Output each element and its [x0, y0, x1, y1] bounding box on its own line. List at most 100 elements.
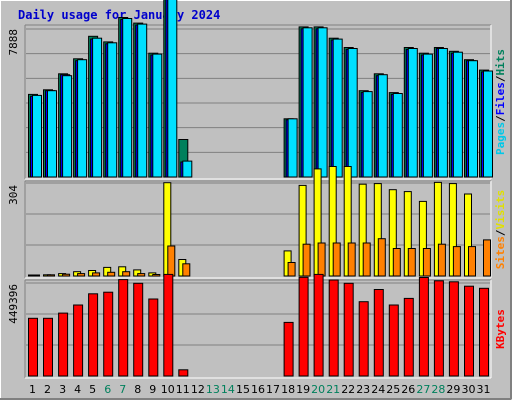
legend-kbytes: KBytes: [494, 309, 507, 349]
bar-sites-day-29: [452, 246, 461, 277]
panel-mid: 304 Sites/Visits: [7, 166, 507, 279]
x-tick-label: 4: [74, 383, 81, 396]
bar-kbytes-day-4: [73, 304, 84, 377]
bar-sites-day-27: [422, 248, 431, 277]
x-tick-label: 19: [296, 383, 310, 396]
bar-kbytes-day-28: [433, 280, 444, 377]
bar-pages-day-4: [77, 59, 88, 178]
bar-pages-day-23: [362, 91, 373, 178]
x-tick-label: 6: [104, 383, 111, 396]
bar-pages-day-10: [167, 0, 178, 178]
bar-kbytes-day-18: [283, 321, 294, 377]
bar-sites-day-25: [392, 248, 401, 277]
bar-kbytes-day-20: [313, 273, 324, 377]
bar-kbytes-day-21: [328, 279, 339, 377]
bar-pages-day-31: [483, 70, 493, 178]
bar-sites-day-30: [468, 246, 476, 277]
panel-legend: Sites/Visits: [494, 190, 507, 270]
x-tick-label: 29: [446, 383, 460, 396]
x-tick-label: 7: [119, 383, 126, 396]
legend-hits: Hits: [494, 49, 507, 76]
legend-separator: /: [494, 75, 507, 82]
y-axis-max-label: 7888: [7, 29, 20, 56]
legend-separator: /: [494, 115, 507, 122]
bar-pages-day-21: [332, 38, 343, 178]
bar-kbytes-day-19: [298, 276, 309, 377]
x-tick-label: 25: [386, 383, 400, 396]
bar-pages-day-28: [437, 48, 448, 178]
x-tick-label: 26: [401, 383, 415, 396]
bar-sites-day-4: [77, 273, 86, 277]
x-tick-label: 24: [371, 383, 385, 396]
x-tick-label: 15: [236, 383, 250, 396]
x-tick-label: 18: [281, 383, 295, 396]
bar-pages-day-6: [107, 42, 118, 178]
bar-kbytes-day-26: [403, 297, 414, 377]
x-tick-label: 8: [134, 383, 141, 396]
bar-pages-day-26: [407, 48, 418, 178]
x-tick-label: 10: [161, 383, 175, 396]
x-tick-label: 16: [251, 383, 265, 396]
x-tick-label: 30: [462, 383, 476, 396]
bar-pages-day-20: [317, 27, 328, 178]
bar-sites-day-10: [167, 245, 176, 277]
x-tick-label: 31: [477, 383, 491, 396]
bar-sites-day-1: [32, 274, 40, 277]
x-tick-label: 2: [44, 383, 51, 396]
bar-kbytes-day-9: [148, 298, 159, 377]
x-tick-label: 1: [29, 383, 36, 396]
bar-sites-day-7: [122, 271, 131, 277]
x-tick-label: 12: [191, 383, 205, 396]
legend-sites: Sites: [494, 236, 507, 269]
bar-kbytes-day-2: [43, 317, 53, 377]
bar-sites-day-31: [483, 239, 491, 277]
bar-sites-day-8: [137, 273, 146, 277]
x-tick-label: 14: [221, 383, 235, 396]
bar-kbytes-day-1: [28, 317, 38, 377]
bar-pages-day-19: [302, 27, 313, 178]
bar-kbytes-day-30: [464, 285, 474, 377]
bar-pages-day-29: [452, 51, 463, 178]
bar-kbytes-day-11: [178, 369, 189, 377]
bar-sites-day-11: [182, 263, 191, 277]
bar-kbytes-day-25: [388, 304, 399, 377]
bar-pages-day-22: [347, 48, 358, 178]
bar-pages-day-25: [392, 93, 403, 178]
x-tick-label: 5: [89, 383, 96, 396]
bar-kbytes-day-24: [373, 289, 384, 377]
x-tick-label: 22: [341, 383, 355, 396]
bar-pages-day-7: [122, 18, 133, 178]
bar-sites-day-20: [317, 242, 326, 277]
bar-kbytes-day-29: [448, 281, 459, 377]
bar-kbytes-day-6: [103, 291, 114, 377]
x-tick-label: 20: [311, 383, 325, 396]
bar-kbytes-day-3: [58, 312, 69, 377]
bar-kbytes-day-8: [133, 282, 144, 377]
bar-sites-day-2: [47, 274, 55, 277]
bar-kbytes-day-10: [163, 273, 174, 377]
x-tick-label: 28: [431, 383, 445, 396]
bar-pages-day-9: [152, 53, 163, 178]
legend-pages: Pages: [494, 122, 507, 155]
y-axis-max-label: 304: [7, 185, 20, 205]
x-tick-label: 11: [176, 383, 190, 396]
bar-sites-day-19: [302, 243, 311, 277]
legend-files: Files: [494, 82, 507, 115]
bar-sites-day-6: [107, 271, 116, 277]
bar-kbytes-day-22: [343, 282, 354, 377]
panel-legend: KBytes: [494, 309, 507, 349]
panel-legend: Pages/Files/Hits: [494, 49, 507, 155]
y-axis-max-label: 449396: [7, 284, 20, 324]
bar-pages-day-8: [137, 23, 148, 178]
bar-pages-day-5: [92, 37, 103, 178]
bar-pages-day-18: [287, 118, 298, 178]
bar-sites-day-21: [332, 242, 341, 277]
bar-pages-day-27: [422, 53, 433, 178]
legend-visits: Visits: [494, 190, 507, 230]
x-tick-label: 13: [206, 383, 220, 396]
bar-pages-day-3: [62, 75, 73, 178]
x-tick-label: 23: [356, 383, 370, 396]
legend-separator: /: [494, 229, 507, 236]
